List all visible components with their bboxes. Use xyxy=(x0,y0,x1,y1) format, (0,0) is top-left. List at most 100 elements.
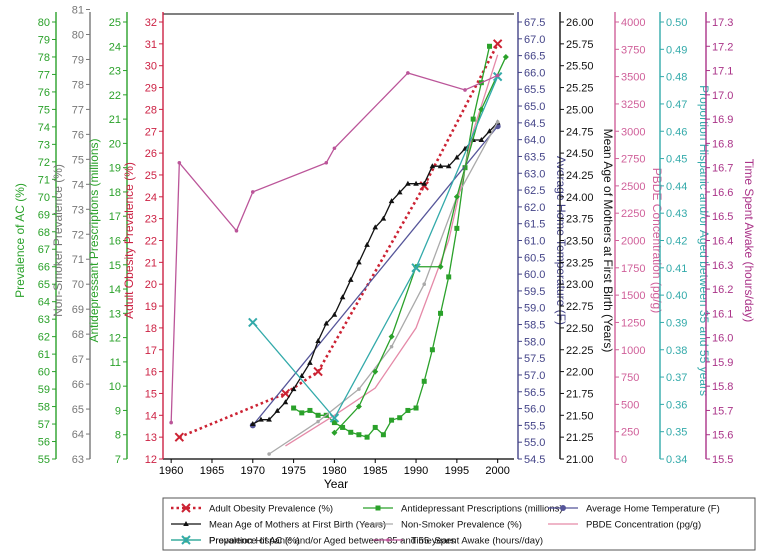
x-tick-label: 1995 xyxy=(445,465,469,477)
data-point-marker xyxy=(323,320,330,326)
data-point-marker xyxy=(307,407,313,413)
data-point-marker xyxy=(324,161,329,165)
y-tick-label-hispanic: 0.47 xyxy=(666,99,687,111)
y-tick-label-hispanic: 0.46 xyxy=(666,126,687,138)
data-point-marker xyxy=(331,311,338,317)
legend-item: Non-Smoker Prevalence (%) xyxy=(363,520,522,531)
y-tick-label-pbde: 3250 xyxy=(621,99,645,111)
y-tick-label-motherage: 21.00 xyxy=(566,454,594,466)
y-tick-label-nonsmoker: 79 xyxy=(72,54,84,66)
data-point-marker xyxy=(356,432,362,438)
data-point-marker xyxy=(463,88,467,92)
series-line-hometemp xyxy=(252,125,499,426)
y-tick-label-ac: 64 xyxy=(38,297,50,309)
y-tick-label-antidep: 15 xyxy=(109,260,121,272)
y-tick-label-nonsmoker: 78 xyxy=(72,79,84,91)
y-tick-label-hometemp: 65.0 xyxy=(524,101,545,113)
y-tick-label-awake: 16.9 xyxy=(712,114,733,126)
data-point-marker xyxy=(357,387,361,391)
y-tick-label-hometemp: 60.0 xyxy=(524,269,545,281)
series-line-pbde xyxy=(285,54,499,447)
y-tick-label-awake: 17.0 xyxy=(712,90,733,102)
y-tick-label-motherage: 24.50 xyxy=(566,148,594,160)
y-tick-label-antidep: 19 xyxy=(109,163,121,175)
y-tick-label-antidep: 24 xyxy=(109,41,121,53)
y-tick-label-hometemp: 59.0 xyxy=(524,303,545,315)
legend-box xyxy=(162,497,756,551)
y-tick-label-nonsmoker: 63 xyxy=(72,454,84,466)
y-tick-label-motherage: 25.50 xyxy=(566,61,594,73)
data-point-marker xyxy=(388,333,395,340)
y-tick-label-antidep: 14 xyxy=(109,284,121,296)
y-tick-label-antidep: 9 xyxy=(115,405,121,417)
data-point-marker xyxy=(386,538,390,542)
y-axis-title-nonsmoker: Non-Smoker Prevalence (%) xyxy=(51,164,65,317)
data-point-marker xyxy=(438,310,444,316)
data-point-marker xyxy=(307,359,313,365)
y-tick-label-motherage: 22.25 xyxy=(566,345,594,357)
data-point-marker xyxy=(183,521,189,526)
data-point-marker xyxy=(421,180,428,186)
x-tick-label: 1960 xyxy=(159,465,183,477)
y-tick-label-ac: 66 xyxy=(38,262,50,274)
y-tick-label-obesity: 18 xyxy=(145,323,157,335)
series-obesity xyxy=(174,39,503,442)
series-hometemp xyxy=(249,123,501,429)
y-tick-label-hometemp: 63.0 xyxy=(524,168,545,180)
data-point-marker xyxy=(315,338,321,344)
data-point-marker xyxy=(234,228,239,233)
y-tick-label-antidep: 10 xyxy=(109,381,121,393)
data-point-marker xyxy=(332,146,337,151)
y-tick-label-nonsmoker: 70 xyxy=(72,279,84,291)
y-tick-label-awake: 17.2 xyxy=(712,41,733,53)
y-tick-label-ac: 57 xyxy=(38,419,50,431)
series-line-obesity xyxy=(178,43,499,439)
y-tick-label-antidep: 20 xyxy=(109,138,121,150)
y-tick-label-obesity: 19 xyxy=(145,301,157,313)
series-line-ac xyxy=(333,56,507,434)
data-point-marker xyxy=(248,317,258,328)
y-tick-label-ac: 63 xyxy=(38,314,50,326)
y-tick-label-nonsmoker: 75 xyxy=(72,154,84,166)
y-tick-label-awake: 15.5 xyxy=(712,454,733,466)
data-point-marker xyxy=(347,276,354,282)
legend-label: Adult Obesity Prevalence (%) xyxy=(209,504,333,515)
y-tick-label-ac: 75 xyxy=(38,104,50,116)
y-tick-label-awake: 16.2 xyxy=(712,284,733,296)
y-tick-label-antidep: 12 xyxy=(109,333,121,345)
data-point-marker xyxy=(454,154,460,160)
y-tick-label-ac: 60 xyxy=(38,367,50,379)
y-tick-label-antidep: 11 xyxy=(110,357,121,369)
y-tick-label-pbde: 0 xyxy=(621,454,627,466)
y-tick-label-antidep: 16 xyxy=(109,236,121,248)
y-tick-label-ac: 65 xyxy=(38,279,50,291)
y-tick-label-hispanic: 0.35 xyxy=(666,427,687,439)
x-tick-label: 1990 xyxy=(404,465,428,477)
data-point-marker xyxy=(380,432,386,438)
x-tick-label: 1980 xyxy=(322,465,346,477)
y-tick-label-motherage: 26.00 xyxy=(566,17,594,29)
y-tick-label-obesity: 13 xyxy=(145,432,157,444)
data-point-marker xyxy=(329,413,340,423)
axes-layer: 5556575859606162636465666768697071727374… xyxy=(13,5,756,491)
y-tick-label-nonsmoker: 72 xyxy=(72,229,84,241)
data-point-marker xyxy=(560,505,566,511)
y-tick-label-awake: 16.0 xyxy=(712,333,733,345)
y-tick-label-antidep: 17 xyxy=(109,211,121,223)
data-point-marker xyxy=(380,215,387,221)
legend-item: Adult Obesity Prevalence (%) xyxy=(171,503,333,515)
y-tick-label-hometemp: 54.5 xyxy=(524,454,545,466)
y-tick-label-pbde: 500 xyxy=(621,399,639,411)
y-tick-label-hispanic: 0.44 xyxy=(666,181,687,193)
legend-label: Non-Smoker Prevalence (%) xyxy=(401,520,522,531)
data-point-marker xyxy=(487,43,493,49)
legend-label: Average Home Temperature (F) xyxy=(586,504,720,515)
y-tick-label-hispanic: 0.43 xyxy=(666,208,687,220)
data-point-marker xyxy=(348,429,354,435)
y-tick-label-motherage: 24.25 xyxy=(566,170,594,182)
y-tick-label-ac: 58 xyxy=(38,402,50,414)
y-tick-label-obesity: 16 xyxy=(145,367,157,379)
y-tick-label-antidep: 18 xyxy=(109,187,121,199)
